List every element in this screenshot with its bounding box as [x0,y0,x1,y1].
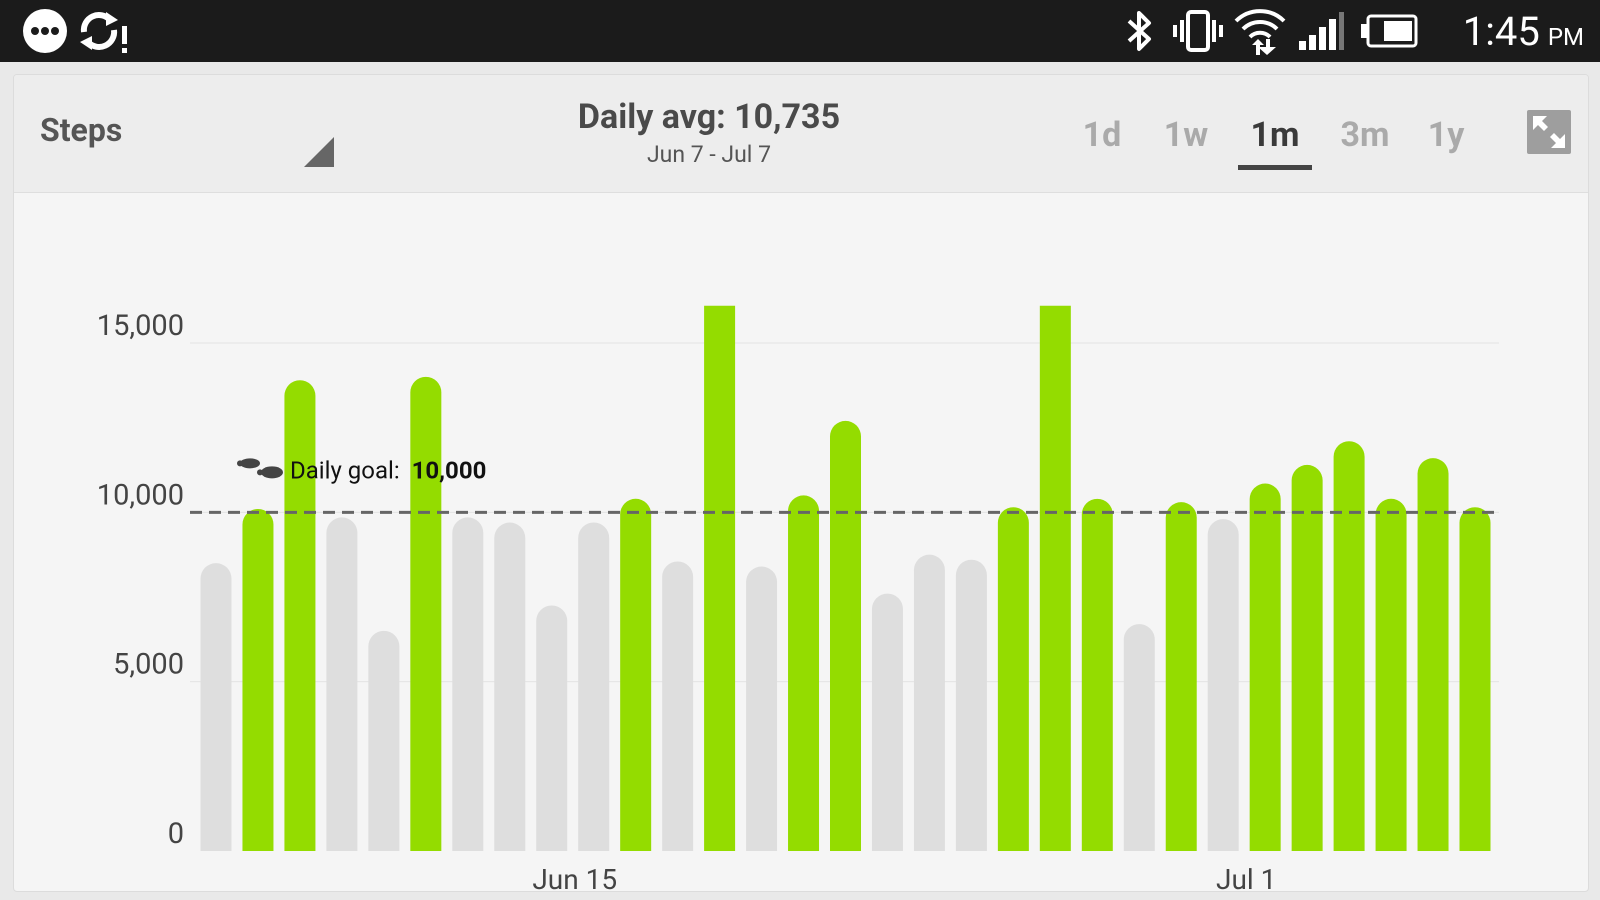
tab-1y[interactable]: 1y [1427,115,1465,155]
avg-label: Daily avg: [577,97,726,137]
bar-jun-15[interactable] [536,605,568,851]
x-tick-label: Jun 15 [532,863,617,891]
metric-dropdown[interactable]: Steps [40,97,340,167]
bar-jul-5[interactable] [1375,498,1407,851]
bar-jun-23[interactable] [871,593,903,851]
bar-jul-1[interactable] [1207,519,1239,851]
bar-jul-4[interactable] [1333,441,1365,851]
bar-jun-8[interactable] [242,508,274,851]
bar-jun-20[interactable] [746,566,778,851]
bar-jun-12[interactable] [410,376,442,851]
battery-icon [1360,0,1420,62]
goal-label: Daily goal: 10,000 [290,456,486,484]
date-range: Jun 7 - Jul 7 [646,141,772,168]
goal-label-text: Daily goal: [290,456,400,484]
bar-jun-26[interactable] [997,507,1029,851]
bar-jun-30[interactable] [1165,502,1197,851]
tab-3m[interactable]: 3m [1340,115,1390,155]
bar-jul-2[interactable] [1249,483,1281,851]
tab-1d[interactable]: 1d [1082,115,1122,155]
bar-jun-18[interactable] [662,561,694,851]
collapse-button[interactable] [1527,110,1571,154]
active-tab-indicator [1238,165,1312,170]
y-tick-label: 0 [168,817,184,851]
wifi-icon [1232,0,1288,62]
bar-jun-11[interactable] [368,630,400,851]
y-tick-label: 5,000 [113,648,184,682]
footsteps-icon [237,458,283,479]
bluetooth-icon [1123,0,1157,62]
status-bar: 1:45 PM [0,0,1600,62]
bar-jun-21[interactable] [788,495,820,851]
goal-value-text: 10,000 [412,456,487,484]
bar-jun-10[interactable] [326,517,358,851]
avg-value: 10,735 [734,97,841,137]
sync-alert-icon [76,0,132,62]
bar-jun-29[interactable] [1123,624,1155,851]
bar-jul-6[interactable] [1417,458,1449,851]
dropdown-corner-icon [304,137,334,167]
y-tick-label: 10,000 [97,478,184,512]
bar-jun-13[interactable] [452,517,484,851]
steps-chart: Daily goal: 10,000 0 5,000 10,000 15,000 Ju… [97,305,1499,891]
y-axis-ticks: 0 5,000 10,000 15,000 [97,309,184,851]
steps-card: Steps Daily avg: 10,735 Jun 7 - Jul 7 1d… [13,74,1589,892]
bar-jun-22[interactable] [830,420,861,851]
bar-jun-24[interactable] [913,554,945,851]
clock: 1:45 PM [1463,8,1584,58]
bar-jun-19[interactable] [704,305,736,851]
bar-jun-25[interactable] [955,559,987,851]
goal-group: Daily goal: 10,000 [190,456,1499,514]
daily-average: Daily avg: 10,735 [484,97,934,137]
bar-jun-28[interactable] [1081,498,1113,851]
tab-1w[interactable]: 1w [1163,115,1209,155]
clock-time: 1:45 [1462,8,1540,55]
bar-jul-7[interactable] [1459,507,1491,851]
vibrate-icon [1172,0,1224,62]
bar-jun-7[interactable] [200,563,232,851]
bar-jul-3[interactable] [1291,464,1323,851]
bar-jun-16[interactable] [578,522,610,851]
summary: Daily avg: 10,735 Jun 7 - Jul 7 [484,97,934,168]
signal-icon [1297,0,1345,62]
chart-header: Steps Daily avg: 10,735 Jun 7 - Jul 7 1d… [14,75,1588,193]
bar-jun-17[interactable] [620,498,652,851]
x-axis-ticks: Jun 15 Jul 1 [532,863,1276,891]
chart-bars [200,305,1491,851]
collapse-icon [1533,116,1565,148]
bar-jun-9[interactable] [284,380,316,851]
bar-jun-27[interactable] [1039,305,1071,851]
x-tick-label: Jul 1 [1216,863,1276,891]
more-icon [22,0,68,62]
bar-jun-14[interactable] [494,522,526,851]
clock-ampm: PM [1547,23,1584,51]
tab-1m[interactable]: 1m [1250,115,1300,155]
y-tick-label: 15,000 [97,309,184,343]
metric-label: Steps [40,111,123,149]
